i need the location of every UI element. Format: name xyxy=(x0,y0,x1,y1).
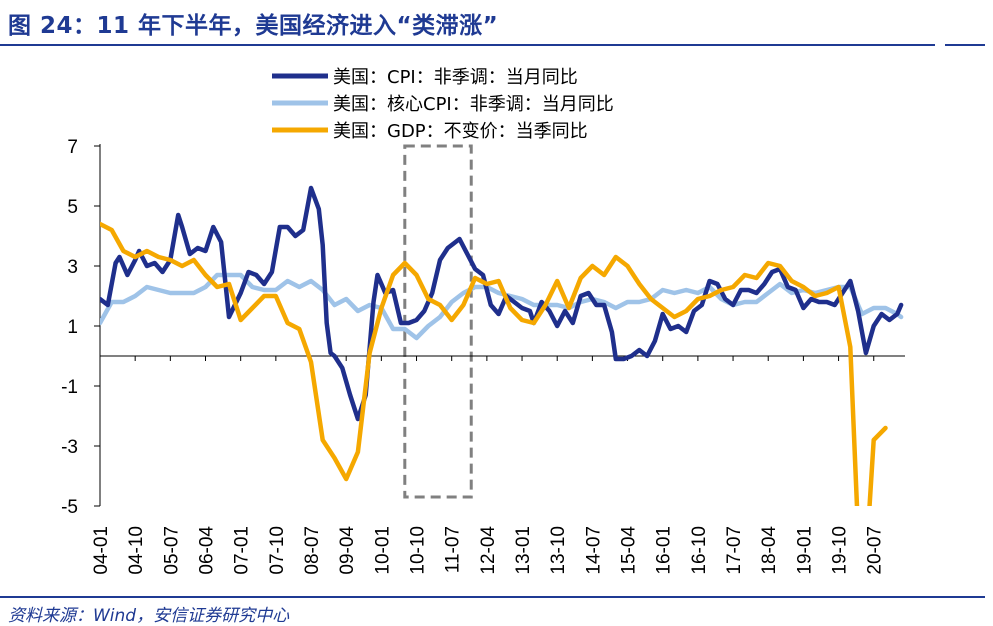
y-tick-label-1: 5 xyxy=(67,197,78,218)
x-tick-label-13: 13-10 xyxy=(548,526,569,575)
y-tick-label-5: -3 xyxy=(61,437,78,458)
x-tick-label-5: 07-10 xyxy=(267,526,288,575)
title-rule-right xyxy=(945,44,985,46)
series-line-2 xyxy=(100,221,888,506)
x-tick-label-10: 11-07 xyxy=(443,526,464,573)
x-tick-label-12: 13-01 xyxy=(513,526,534,575)
x-tick-label-2: 05-07 xyxy=(161,526,182,575)
y-tick-label-2: 3 xyxy=(67,257,78,278)
y-tick-label-4: -1 xyxy=(61,377,78,398)
x-tick-label-7: 09-04 xyxy=(337,526,358,575)
chart: 美国：CPI：非季调：当月同比美国：核心CPI：非季调：当月同比美国：GDP：不… xyxy=(61,67,905,575)
x-tick-label-17: 16-10 xyxy=(689,526,710,575)
legend-label-2: 美国：GDP：不变价：当季同比 xyxy=(333,121,588,142)
chart-legend: 美国：CPI：非季调：当月同比美国：核心CPI：非季调：当月同比美国：GDP：不… xyxy=(272,67,614,142)
x-tick-label-22: 20-07 xyxy=(865,526,886,575)
source-note: 资料来源：Wind，安信证券研究中心 xyxy=(8,606,290,626)
x-tick-label-14: 14-07 xyxy=(583,526,604,575)
series-line-0 xyxy=(100,185,904,422)
x-tick-label-8: 10-01 xyxy=(372,526,393,575)
x-tick-label-4: 07-01 xyxy=(232,526,253,575)
x-tick-label-3: 06-04 xyxy=(197,526,218,575)
title-rule xyxy=(0,44,935,46)
legend-label-0: 美国：CPI：非季调：当月同比 xyxy=(333,67,578,88)
x-tick-label-9: 10-10 xyxy=(408,526,429,575)
chart-series xyxy=(100,185,904,506)
x-tick-label-19: 18-04 xyxy=(759,526,780,575)
x-tick-label-18: 17-07 xyxy=(724,526,745,575)
x-tick-label-6: 08-07 xyxy=(302,526,323,575)
y-tick-label-0: 7 xyxy=(67,137,78,158)
x-tick-label-16: 16-01 xyxy=(654,526,675,575)
x-tick-label-20: 19-01 xyxy=(794,526,815,575)
chart-axes: 7 5 3 1 -1 -3 -5 04-01 04-10 05-07 06-04 07-01 07-10… xyxy=(61,137,905,575)
x-tick-label-15: 15-04 xyxy=(619,526,640,575)
source-rule xyxy=(0,596,985,598)
y-tick-label-3: 1 xyxy=(67,317,78,338)
y-tick-label-6: -5 xyxy=(61,497,78,518)
page-title: 图 24：11 年下半年，美国经济进入“类滞涨” xyxy=(8,13,499,39)
x-tick-label-1: 04-10 xyxy=(126,526,147,575)
x-tick-label-21: 19-10 xyxy=(830,526,851,575)
x-tick-label-11: 12-04 xyxy=(478,526,499,575)
legend-label-1: 美国：核心CPI：非季调：当月同比 xyxy=(333,94,614,115)
x-tick-label-0: 04-01 xyxy=(91,526,112,575)
